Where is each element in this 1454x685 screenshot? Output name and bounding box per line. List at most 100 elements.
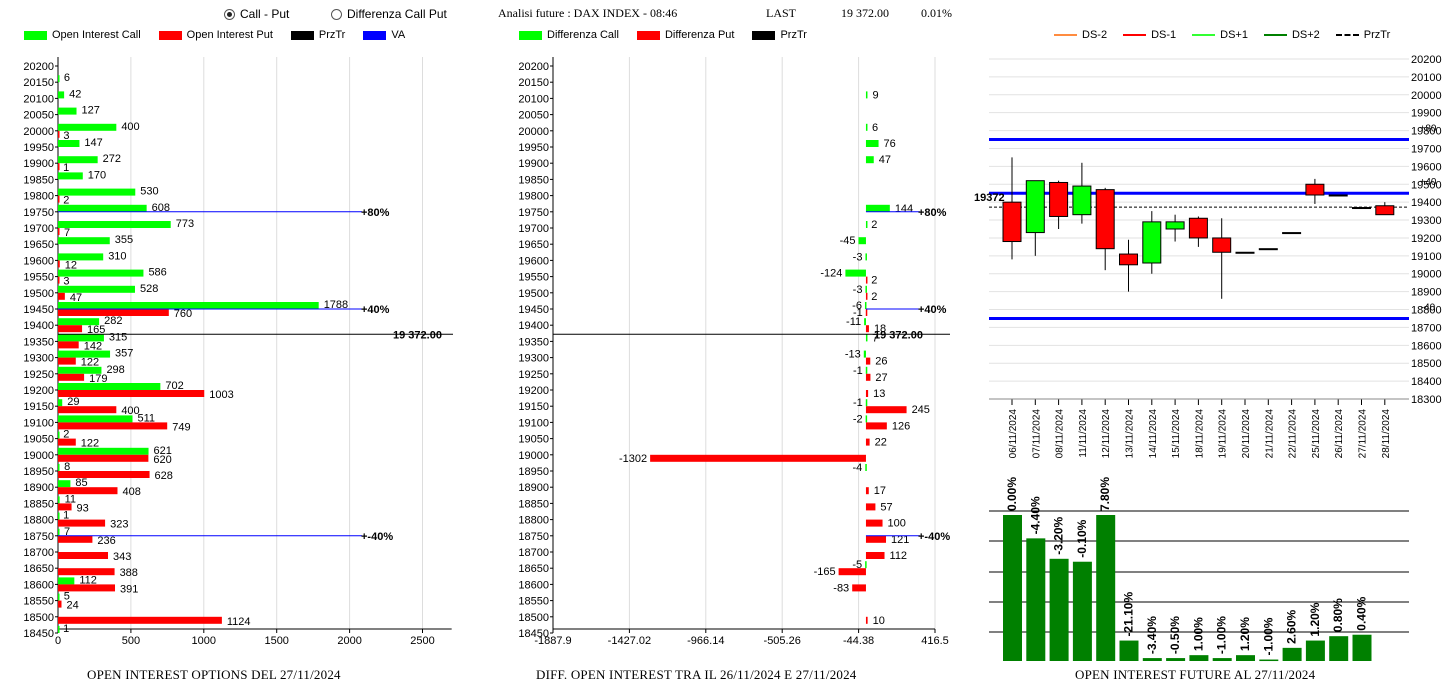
put-bar [58,406,117,414]
put-value-label: 1003 [209,389,233,401]
legend-label: PrzTr [318,29,346,41]
diff-call-value-label: 76 [884,138,896,150]
y-tick-label: 18750 [518,531,549,543]
y-tick-label: 19950 [23,142,54,154]
candle-body [1212,237,1232,253]
diff-put-bar [865,422,887,430]
put-value-label: 760 [174,308,192,320]
diff-put-bar [865,292,868,300]
y-tick-label: 20100 [518,93,549,105]
put-bar [58,600,62,608]
diff-put-value-label: 26 [875,356,887,368]
future-oi-label: -21.10% [1122,592,1136,637]
y-tick-label: 19000 [518,450,549,462]
diff-put-bar [865,519,883,527]
legend-line [1263,34,1287,36]
x-tick-label: 0 [55,635,61,647]
diff-put-bar [865,552,885,559]
future-oi-bar [1049,558,1069,661]
y-tick-label: 19800 [1411,126,1442,138]
diff-put-value-label: 17 [874,485,886,497]
diff-put-value-label: 27 [875,372,887,384]
call-bar [58,593,60,601]
candle-body [1142,221,1162,264]
radio-selected-icon[interactable] [224,8,235,20]
put-value-label: 3 [63,276,69,288]
call-value-label: 6 [64,72,70,84]
put-bar [58,163,60,171]
diff-put-bar [865,406,907,414]
put-value-label: 323 [110,519,128,531]
call-bar [58,464,60,471]
legend-swatch [752,30,776,40]
y-tick-label: 18650 [23,563,54,575]
future-oi-label: 1.00% [1191,617,1205,651]
y-tick-label: 19450 [518,304,549,316]
y-tick-label: 18800 [1411,305,1442,317]
legend-line [1335,34,1359,36]
level-label: +40 [1420,177,1437,188]
radio-unselected-icon[interactable] [331,8,342,20]
y-tick-label: 18950 [23,466,54,478]
level-label: +80 [1420,124,1437,135]
candle-body [1072,185,1092,216]
y-tick-label: 18700 [518,547,549,559]
legend-label: DS+2 [1291,29,1320,41]
x-tick-label: 08/11/2024 [1055,409,1066,459]
diff-call-bar [865,366,868,374]
diff-call-bar [864,302,867,309]
y-tick-label: 18300 [1411,394,1442,406]
put-bar [58,616,222,624]
put-bar [58,373,85,381]
y-tick-label: 19600 [518,255,549,267]
diff-put-value-label: 2 [871,275,877,287]
x-tick-label: 06/11/2024 [1008,409,1019,459]
y-tick-label: 19000 [1411,269,1442,281]
y-tick-label: 18850 [518,498,549,510]
y-tick-label: 19900 [518,158,549,170]
put-value-label: 388 [120,567,138,579]
call-bar [58,350,111,358]
legend-line [1123,34,1147,36]
y-tick-label: 19600 [1411,161,1442,173]
x-tick-label: -44.38 [843,635,874,647]
legend-line [1192,34,1216,36]
y-tick-label: 20050 [518,110,549,122]
y-tick-label: 19050 [518,434,549,446]
diff-put-bar [865,276,868,284]
diff-put-bar [865,325,869,333]
y-tick-label: 19800 [518,191,549,203]
put-bar [58,487,118,495]
call-value-label: 310 [108,250,126,262]
x-tick-label: -505.26 [764,635,801,647]
candle-body [1328,194,1348,197]
radio-diff-call-put[interactable]: Differenza Call Put [331,7,447,21]
diff-put-bar [865,357,871,365]
put-value-label: 3 [63,130,69,142]
call-bar [58,334,104,342]
legend-line [1054,34,1077,36]
y-tick-label: 19700 [1411,143,1442,155]
va-level-label: +40% [361,304,390,316]
legend-label: PrzTr [780,29,807,41]
put-bar [58,260,60,268]
diff-call-value-label: -124 [820,268,842,280]
future-oi-bar [1329,636,1349,661]
put-bar [58,228,60,235]
legend-call: Open Interest Call [24,29,141,41]
diff-call-value-label: -2 [853,413,863,425]
future-oi-bar [1212,658,1232,661]
radio-call-put-label: Call - Put [240,7,290,21]
put-bar [58,341,79,349]
put-bar [58,552,109,559]
y-tick-label: 19150 [23,401,54,413]
future-oi-label: -0.10% [1075,519,1089,557]
diff-call-bar [865,334,868,342]
level-label: -40 [1421,302,1436,313]
radio-call-put[interactable]: Call - Put [224,7,289,21]
x-tick-label: 13/11/2024 [1125,409,1136,459]
legend-ds+2: DS+2 [1263,29,1320,41]
call-value-label: 8 [64,461,70,473]
page-title: Analisi future : DAX INDEX - 08:46 [498,6,678,20]
y-tick-label: 19200 [23,385,54,397]
